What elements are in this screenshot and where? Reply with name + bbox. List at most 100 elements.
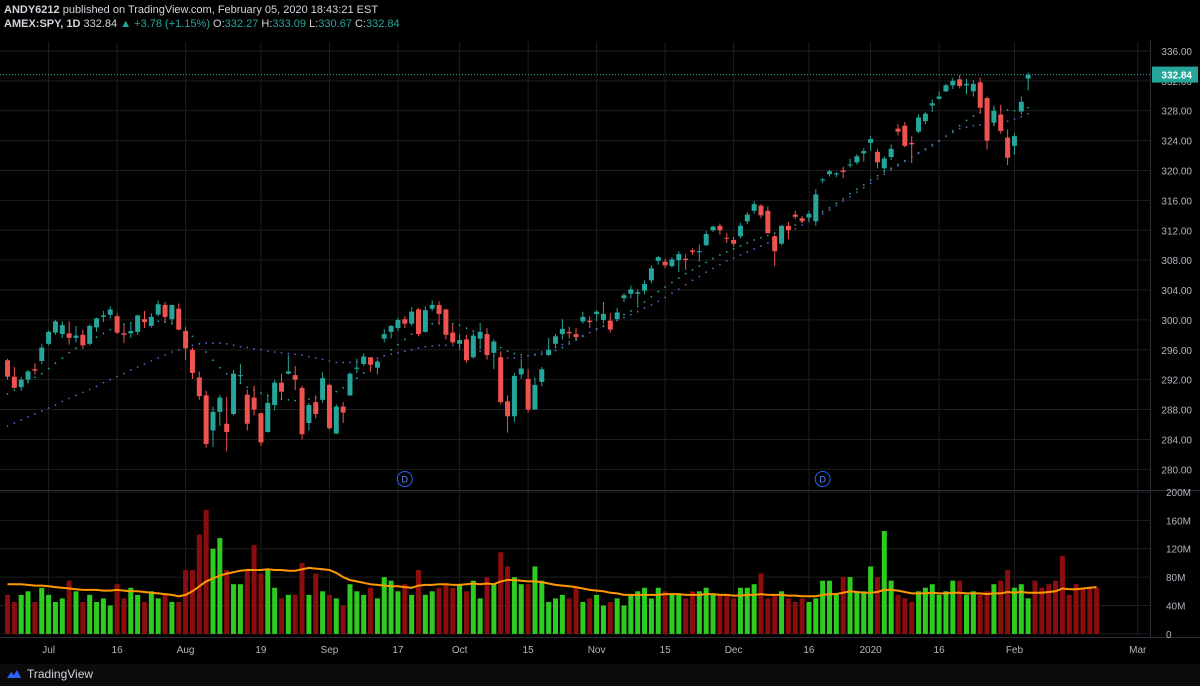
- slow-ma-point: [47, 407, 50, 409]
- candle-body: [943, 85, 949, 92]
- slow-ma-point: [602, 325, 605, 328]
- grid-lines: [0, 42, 1150, 636]
- candle-body: [847, 164, 853, 166]
- slow-ma-point: [1027, 112, 1030, 115]
- candle-body: [710, 226, 716, 231]
- candle: [580, 311, 586, 324]
- volume-bar: [573, 587, 579, 634]
- candle-body: [840, 170, 846, 172]
- volume-bar: [80, 601, 86, 634]
- fast-ma-point: [520, 354, 523, 356]
- price-volume-chart[interactable]: 336.00332.00328.00324.00320.00316.00312.…: [0, 0, 1200, 664]
- fast-ma-point: [294, 399, 297, 402]
- volume-bar: [224, 570, 230, 634]
- candle-body: [306, 405, 312, 424]
- slow-ma-point: [691, 279, 694, 282]
- candle-body: [183, 331, 189, 349]
- candle-body: [46, 331, 52, 344]
- dividend-label: D: [819, 475, 826, 485]
- slow-ma-point: [1013, 118, 1016, 120]
- time-tick-label: Oct: [452, 645, 468, 656]
- candle: [231, 369, 237, 416]
- candle-body: [196, 377, 202, 397]
- candle: [162, 301, 168, 323]
- candle: [669, 257, 675, 268]
- slow-ma-point: [808, 220, 810, 223]
- slow-ma-point: [88, 388, 91, 391]
- tradingview-brand[interactable]: TradingView: [6, 667, 93, 681]
- author-name[interactable]: ANDY6212: [4, 4, 60, 16]
- volume-bar: [1059, 555, 1065, 634]
- volume-bar: [964, 594, 969, 634]
- slow-ma-point: [760, 245, 762, 247]
- slow-ma-point: [856, 191, 858, 194]
- candle-body: [484, 334, 490, 356]
- fast-ma-point: [677, 277, 680, 279]
- volume-bar: [840, 577, 846, 634]
- candle-body: [169, 304, 175, 320]
- candle-body: [237, 375, 243, 377]
- candle-body: [210, 411, 216, 431]
- slow-ma-point: [883, 173, 886, 176]
- fast-ma-point: [499, 346, 502, 349]
- candle: [189, 347, 195, 379]
- dividend-label: D: [402, 475, 409, 485]
- candle-body: [669, 259, 675, 267]
- price-tick-label: 316.00: [1161, 196, 1192, 207]
- slow-ma-point: [732, 257, 735, 259]
- slow-ma-point: [266, 350, 269, 353]
- price-axis[interactable]: 336.00332.00328.00324.00320.00316.00312.…: [1161, 47, 1192, 476]
- volume-bar: [909, 601, 915, 634]
- slow-ma-point: [479, 350, 482, 353]
- candle: [607, 313, 613, 333]
- candle: [751, 201, 757, 214]
- candle: [114, 313, 120, 335]
- volume-bar: [265, 570, 271, 634]
- volume-axis[interactable]: 200M 160M 120M 80M 40M 0: [1166, 488, 1191, 641]
- slow-ma-point: [842, 200, 845, 203]
- time-axis[interactable]: Jul 16 Aug 19 Sep 17 Oct 15 Nov 15 Dec 16 2020 16 Feb M…: [42, 645, 1147, 656]
- candle-body: [272, 382, 278, 406]
- slow-ma-point: [294, 353, 297, 356]
- slow-ma-point: [979, 124, 982, 126]
- candle: [251, 385, 257, 416]
- volume-bar: [422, 594, 428, 634]
- candle: [984, 96, 990, 150]
- volume-bar: [957, 580, 963, 634]
- price-change: ▲ +3.78 (+1.15%): [120, 18, 210, 30]
- volume-bar: [600, 605, 606, 634]
- candle-body: [936, 96, 942, 99]
- candle: [998, 104, 1004, 134]
- candle-body: [244, 394, 250, 424]
- candle-body: [532, 384, 538, 410]
- symbol-label[interactable]: AMEX:SPY, 1D: [4, 18, 81, 30]
- fast-ma-point: [218, 366, 221, 369]
- candle-body: [368, 357, 374, 365]
- publish-info: published on TradingView.com, February 0…: [62, 4, 379, 16]
- volume-bar: [443, 584, 449, 634]
- volume-bar: [546, 601, 552, 634]
- candle-body: [648, 268, 654, 281]
- candle-body: [265, 402, 271, 432]
- candle-body: [114, 316, 120, 333]
- fast-ma-point: [191, 335, 194, 338]
- candle-body: [1025, 74, 1031, 79]
- volume-bar: [970, 591, 976, 634]
- candle: [635, 289, 641, 305]
- candle-body: [498, 357, 504, 403]
- candle: [683, 254, 689, 270]
- volume-bar: [861, 591, 867, 634]
- volume-bar: [648, 598, 654, 634]
- slow-ma-point: [677, 288, 680, 291]
- candle-body: [655, 257, 661, 261]
- volume-bar: [477, 598, 483, 634]
- candle: [505, 395, 511, 433]
- volume-bar: [779, 591, 785, 634]
- volume-bar: [279, 598, 284, 634]
- fast-ma-point: [540, 353, 543, 356]
- slow-ma-point: [191, 344, 194, 347]
- volume-bar: [806, 601, 812, 634]
- volume-bar: [669, 594, 675, 634]
- slow-ma-point: [766, 242, 769, 244]
